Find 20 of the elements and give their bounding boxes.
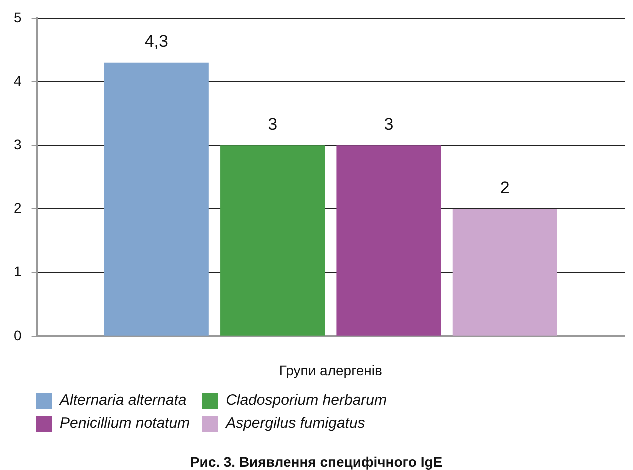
y-tick-label: 4 [14, 72, 22, 89]
y-tick-label: 1 [14, 264, 22, 280]
legend-label: Alternaria alternata [60, 392, 187, 409]
y-tick-label: 5 [14, 9, 22, 26]
bar [220, 146, 326, 336]
legend-label: Aspergilus fumigatus [226, 415, 366, 432]
bar [104, 62, 209, 336]
data-label: 2 [500, 178, 510, 198]
text: Рис. 3. Виявлення специфічного IgE [189, 454, 444, 470]
data-label: 3 [384, 114, 394, 134]
bar [336, 146, 442, 336]
legend-label: Cladosporium herbarum [226, 392, 387, 409]
legend-label: Penicillium notatum [60, 415, 190, 432]
y-tick-label: 3 [14, 136, 22, 152]
y-tick-label: 2 [14, 200, 22, 216]
bar [452, 209, 558, 336]
data-label: 3 [268, 114, 278, 134]
data-label: 4,3 [144, 32, 168, 52]
x-axis-title: Групи алергенів [279, 362, 382, 378]
y-tick-label: 0 [14, 327, 22, 344]
